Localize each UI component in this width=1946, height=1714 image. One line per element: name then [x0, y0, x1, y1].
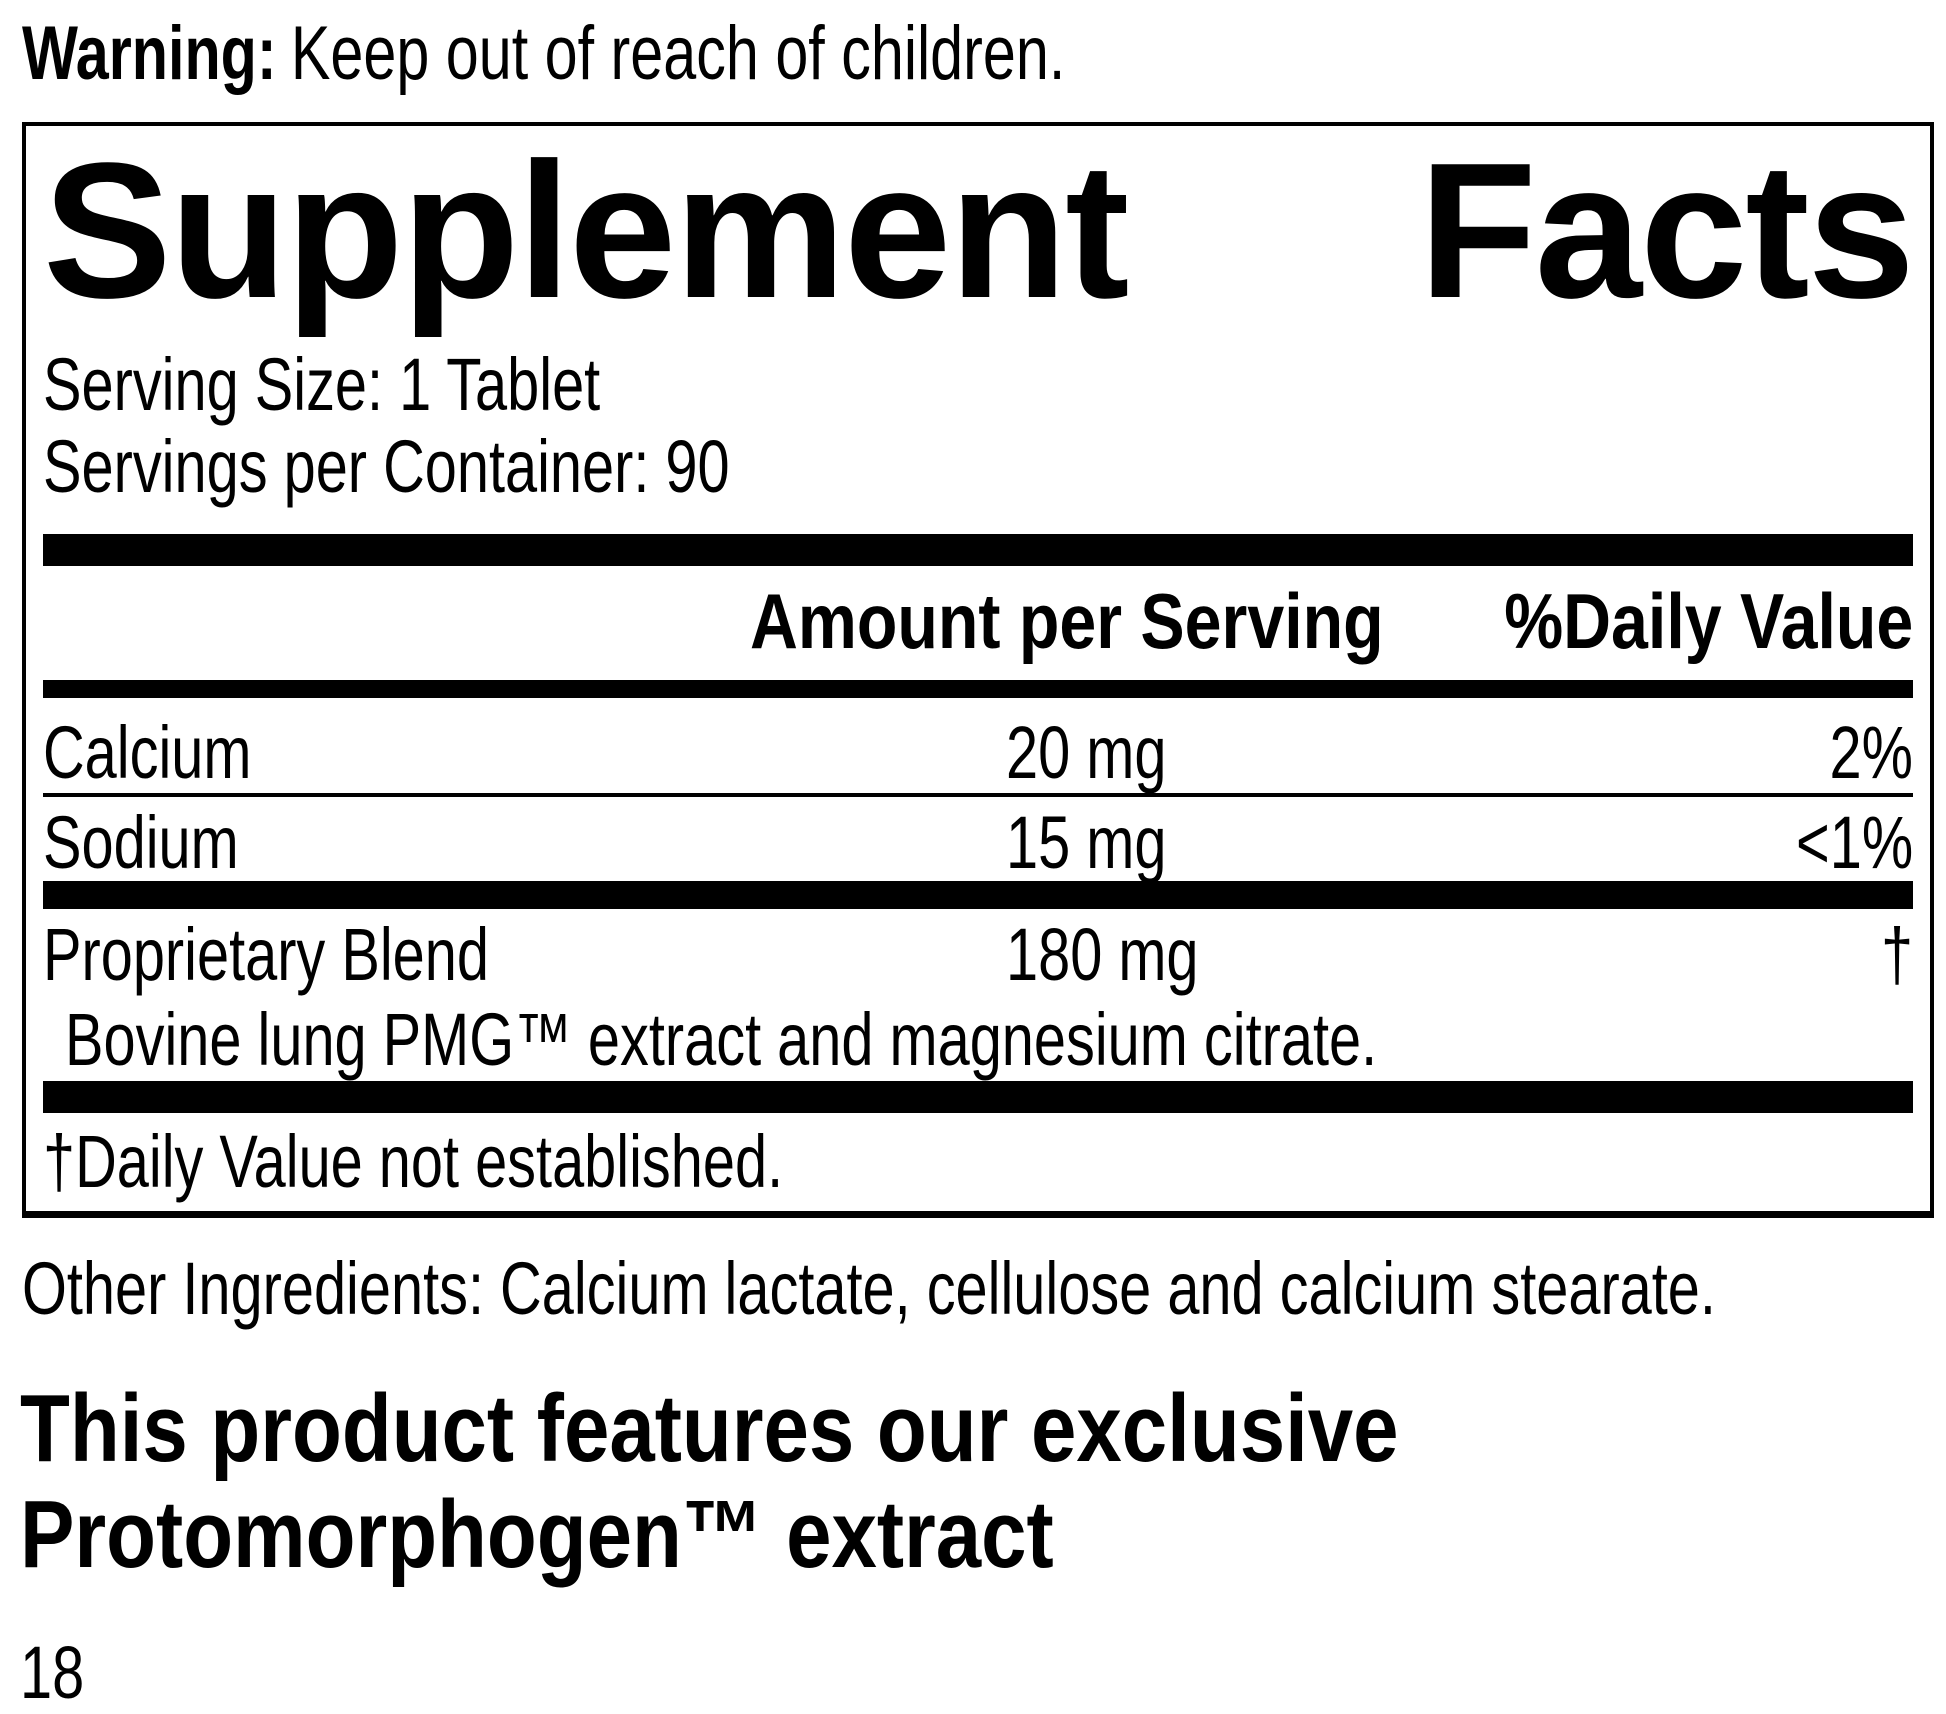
- panel-title: Supplement Facts: [43, 122, 1915, 338]
- servings-per-container-line: Servings per Container: 90: [43, 425, 730, 508]
- serving-info: Serving Size: 1 Tablet Servings per Cont…: [43, 344, 1913, 508]
- nutrient-daily-value: <1%: [1795, 801, 1913, 884]
- column-header-daily-value: %Daily Value: [1503, 577, 1913, 665]
- feature-heading-line2: Protomorphogen™ extract: [20, 1481, 1054, 1588]
- separator-bar-above-footnote: [43, 1081, 1913, 1113]
- daily-value-footnote: †Daily Value not established.: [43, 1120, 784, 1203]
- other-ingredients-line: Other Ingredients: Calcium lactate, cell…: [22, 1247, 1716, 1330]
- supplement-facts-panel: Supplement Facts Serving Size: 1 Tablet …: [22, 122, 1934, 1218]
- warning-label: Warning:: [22, 11, 277, 96]
- nutrient-name: Sodium: [43, 801, 239, 884]
- nutrient-daily-value-dagger: †: [1880, 913, 1913, 996]
- nutrient-amount: 15 mg: [1006, 801, 1167, 884]
- nutrient-amount: 180 mg: [1006, 913, 1199, 996]
- blend-description: Bovine lung PMG™ extract and magnesium c…: [65, 998, 1378, 1081]
- separator-bar-under-header: [43, 680, 1913, 698]
- table-row-sodium: Sodium 15 mg <1%: [43, 797, 1913, 884]
- panel-title-word-supplement: Supplement: [43, 122, 1129, 338]
- column-header-row: Amount per Serving %Daily Value: [43, 566, 1913, 680]
- column-header-amount: Amount per Serving: [749, 577, 1384, 665]
- nutrient-daily-value: 2%: [1829, 711, 1913, 794]
- row-divider: [43, 793, 1913, 797]
- feature-heading: This product features our exclusive Prot…: [20, 1376, 1946, 1588]
- panel-title-word-facts: Facts: [1418, 122, 1915, 338]
- separator-bar-above-blend: [43, 881, 1913, 909]
- warning-text-wrap: Warning: Keep out of reach of children.: [22, 12, 1065, 96]
- serving-size-line: Serving Size: 1 Tablet: [43, 343, 601, 426]
- warning-message: Keep out of reach of children.: [290, 11, 1066, 96]
- table-row-calcium: Calcium 20 mg 2%: [43, 698, 1913, 794]
- table-row-proprietary-blend: Proprietary Blend 180 mg †: [43, 909, 1913, 996]
- nutrient-name: Calcium: [43, 711, 252, 794]
- warning-line: Warning: Keep out of reach of children.: [22, 12, 1946, 96]
- nutrient-name: Proprietary Blend: [43, 913, 489, 996]
- separator-bar-thick-top: [43, 534, 1913, 566]
- feature-heading-line1: This product features our exclusive: [20, 1375, 1399, 1482]
- page-number: 18: [20, 1631, 85, 1714]
- nutrient-amount: 20 mg: [1006, 711, 1167, 794]
